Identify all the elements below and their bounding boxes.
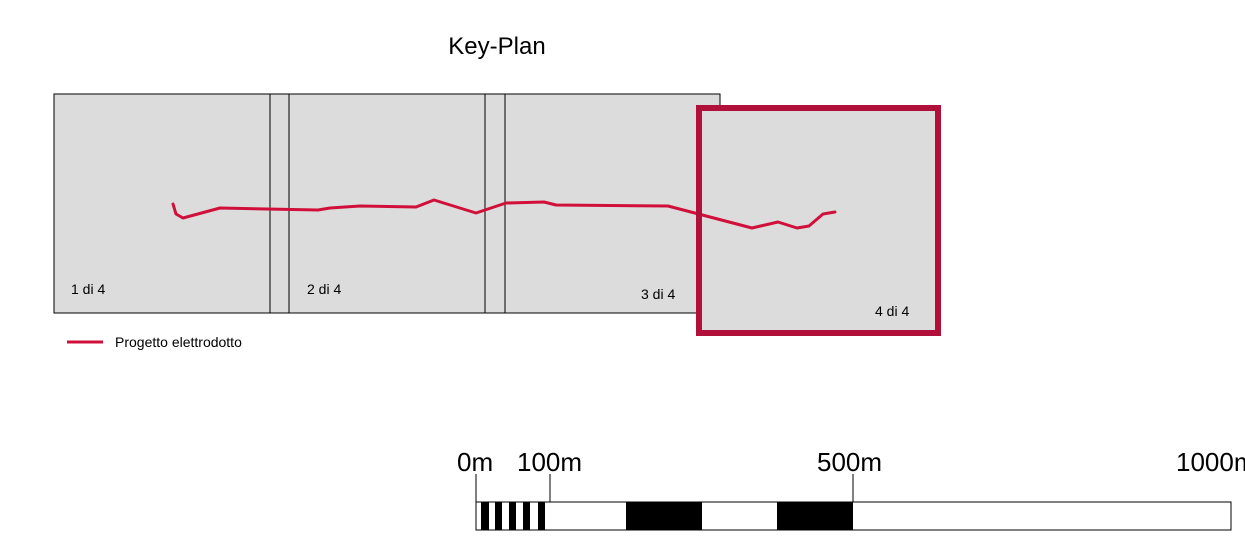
- map-title: Key-Plan: [448, 33, 545, 60]
- sheet-2-label: 2 di 4: [307, 281, 341, 297]
- sheet-tiles: [53, 93, 938, 333]
- scale-segment: [495, 502, 502, 530]
- route-legend-label: Progetto elettrodotto: [115, 334, 242, 350]
- sheet-1-label: 1 di 4: [71, 281, 105, 297]
- scale-segment: [777, 502, 853, 530]
- sheet-4-label: 4 di 4: [875, 303, 909, 319]
- scale-label-100m: 100m: [517, 447, 582, 477]
- sheet-4-tile[interactable]: [699, 108, 938, 333]
- scale-label-1000m: 1000m: [1176, 447, 1245, 477]
- scale-bar: 0m 100m 500m 1000m: [457, 447, 1245, 531]
- scale-segment: [523, 502, 530, 530]
- active-sheet-highlight-frame: [696, 105, 941, 336]
- sheet-3-label: 3 di 4: [641, 286, 675, 302]
- sheet-1-tile[interactable]: [53, 93, 290, 314]
- scale-label-500m: 500m: [817, 447, 882, 477]
- scale-segment: [509, 502, 516, 530]
- route-line: [171, 198, 837, 230]
- scale-segment: [626, 502, 702, 530]
- scale-bar-frame: [475, 501, 1232, 531]
- scale-segment: [538, 502, 545, 530]
- sheet-2-tile[interactable]: [269, 93, 506, 314]
- scale-label-0m: 0m: [457, 447, 493, 477]
- scale-segment: [481, 502, 489, 530]
- legend: Progetto elettrodotto: [67, 334, 242, 350]
